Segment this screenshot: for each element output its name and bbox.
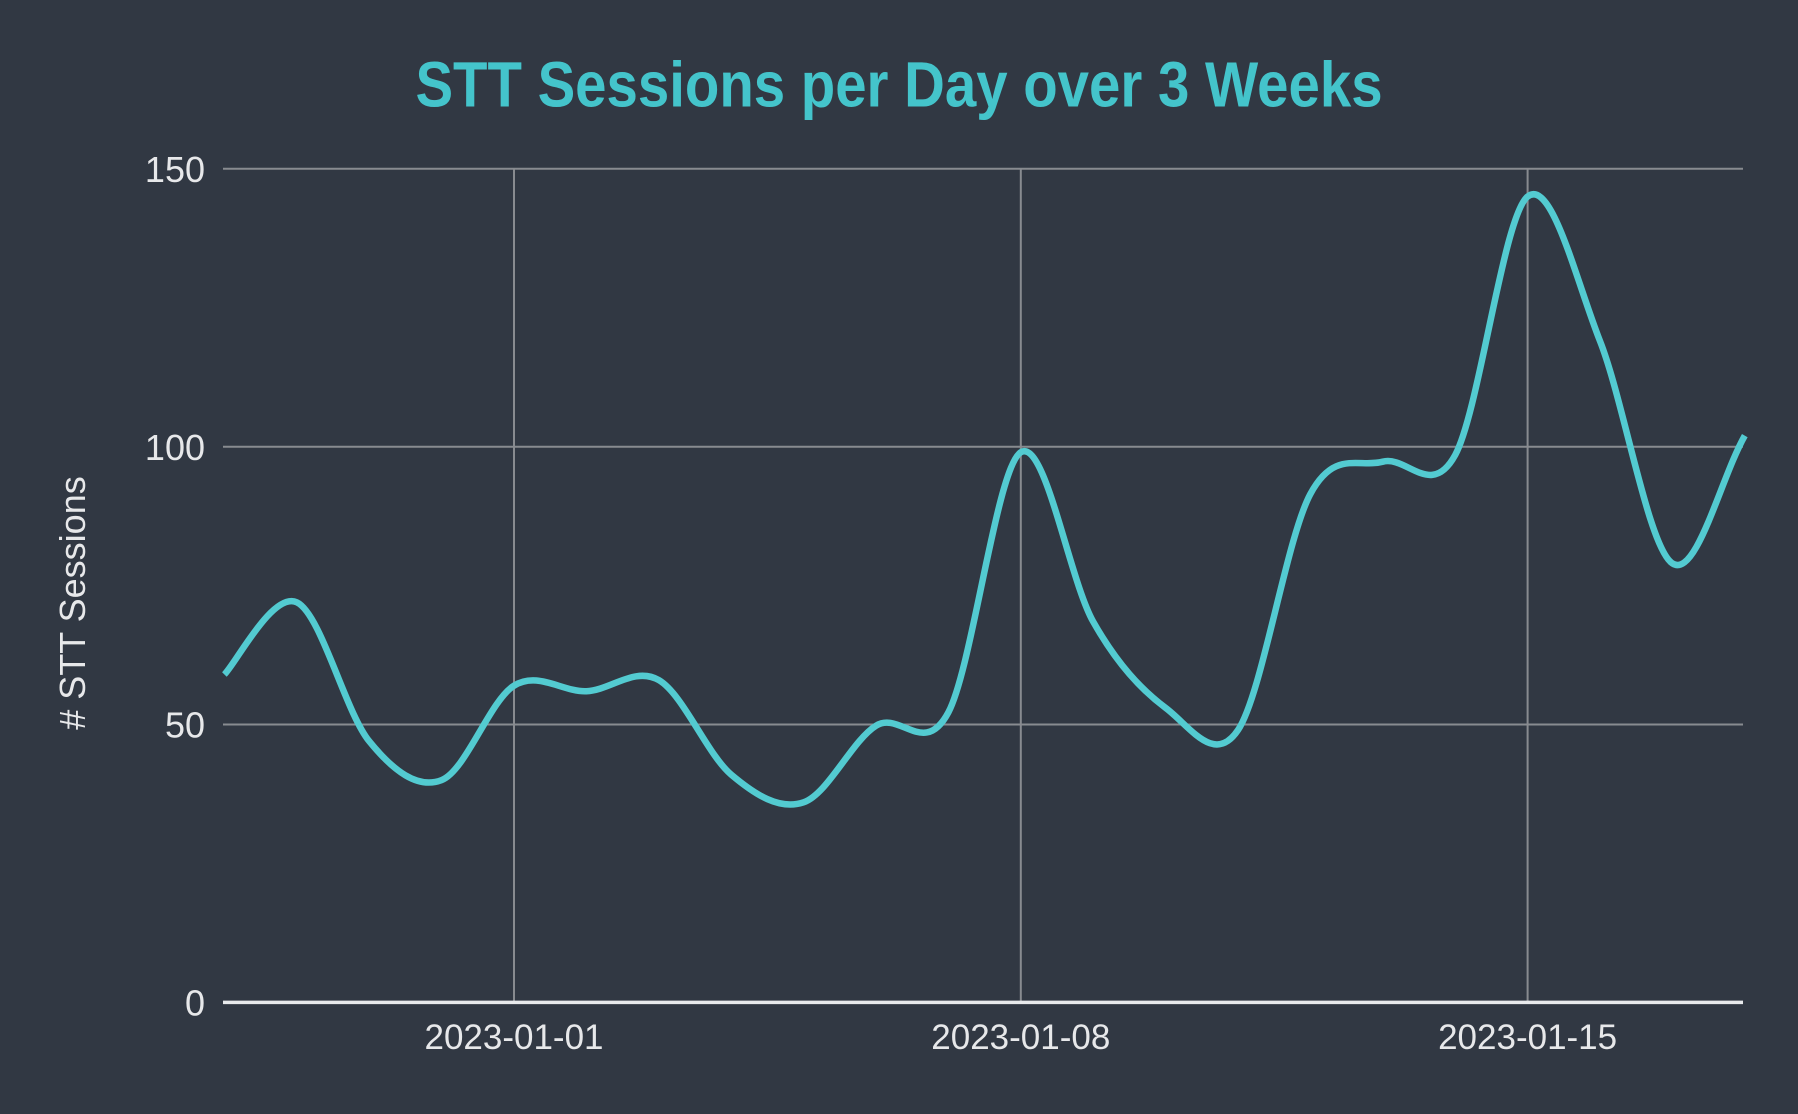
svg-text:2023-01-01: 2023-01-01 bbox=[424, 1018, 603, 1057]
svg-text:150: 150 bbox=[145, 149, 205, 190]
svg-text:# STT Sessions: # STT Sessions bbox=[52, 476, 93, 729]
svg-text:STT Sessions per Day over 3 We: STT Sessions per Day over 3 Weeks bbox=[415, 48, 1382, 120]
svg-text:100: 100 bbox=[145, 427, 205, 468]
svg-text:0: 0 bbox=[185, 983, 205, 1024]
svg-text:50: 50 bbox=[165, 705, 205, 746]
svg-text:2023-01-08: 2023-01-08 bbox=[931, 1018, 1110, 1057]
svg-text:2023-01-15: 2023-01-15 bbox=[1438, 1018, 1617, 1057]
